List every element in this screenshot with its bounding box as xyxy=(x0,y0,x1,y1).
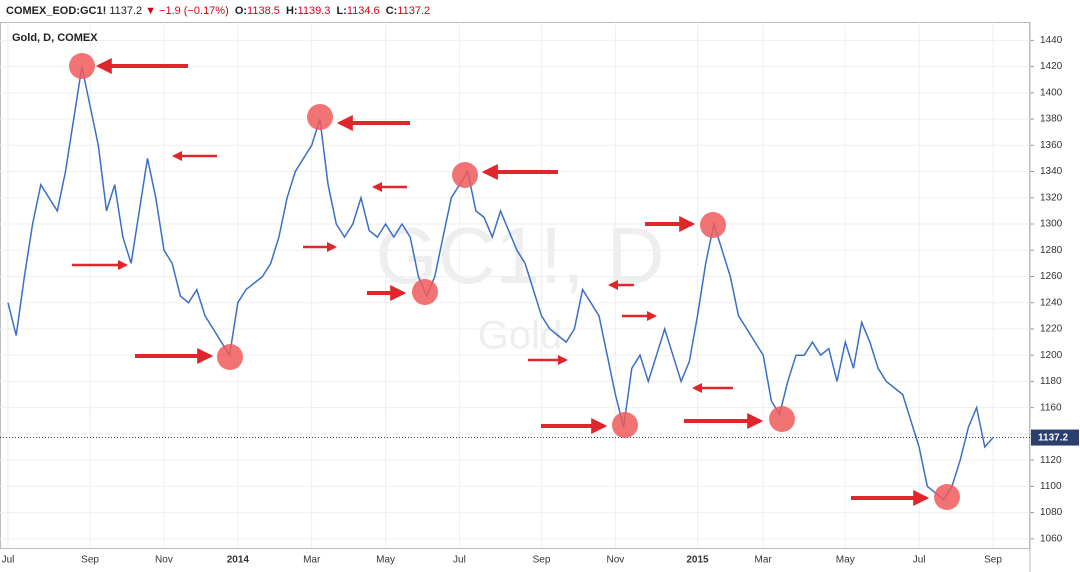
high-label: H: xyxy=(285,5,298,17)
highlight xyxy=(412,279,438,305)
y-tick-label: 1340 xyxy=(1040,166,1063,177)
highlight xyxy=(934,484,960,510)
symbol: COMEX_EOD:GC1! xyxy=(6,5,107,17)
x-tick-label: May xyxy=(836,555,855,566)
y-tick-label: 1080 xyxy=(1040,507,1063,518)
y-tick-label: 1160 xyxy=(1040,402,1062,413)
open-label: O: xyxy=(234,5,248,17)
last: 1137.2 xyxy=(109,5,143,17)
x-tick-label: Jul xyxy=(453,555,466,566)
open: 1138.5 xyxy=(247,5,280,17)
y-tick-label: 1400 xyxy=(1040,87,1063,98)
x-tick-label: Sep xyxy=(533,555,551,566)
y-tick-label: 1360 xyxy=(1040,140,1063,151)
y-tick-label: 1200 xyxy=(1040,350,1063,361)
last-price-box xyxy=(1031,429,1079,446)
x-tick-label: Jul xyxy=(913,555,926,566)
y-tick-label: 1120 xyxy=(1040,455,1062,466)
y-tick-label: 1420 xyxy=(1040,61,1063,72)
header: COMEX_EOD:GC1! 1137.2 ▼ −1.9 (−0.17%) O:11… xyxy=(0,0,1080,22)
x-tick-label: Nov xyxy=(607,555,625,566)
y-tick-label: 1320 xyxy=(1040,192,1063,203)
x-tick-label: Mar xyxy=(303,555,321,566)
y-tick-label: 1180 xyxy=(1040,376,1062,387)
arrows xyxy=(95,58,930,506)
low-label: L: xyxy=(336,5,347,17)
grid: 1060108011001120114011601180120012201240… xyxy=(0,22,1063,566)
x-tick-label: 2014 xyxy=(227,555,250,566)
annotations xyxy=(69,53,960,510)
x-tick-label: May xyxy=(376,555,395,566)
high: 1139.3 xyxy=(297,5,331,17)
watermark-sub: Gold xyxy=(478,314,563,358)
y-tick-label: 1260 xyxy=(1040,271,1063,282)
highlight xyxy=(217,344,243,370)
marks: 1137.2 xyxy=(0,66,1079,501)
last-price-label: 1137.2 xyxy=(1038,433,1068,444)
low: 1134.6 xyxy=(346,5,380,17)
change: −1.9 (−0.17%) xyxy=(159,5,229,17)
y-tick-label: 1380 xyxy=(1040,114,1063,125)
close-label: C: xyxy=(385,5,398,17)
highlight xyxy=(769,406,795,432)
x-tick-label: Jul xyxy=(2,555,15,566)
y-tick-label: 1060 xyxy=(1040,533,1063,544)
highlight xyxy=(612,412,638,438)
y-tick-label: 1300 xyxy=(1040,219,1063,230)
y-tick-label: 1440 xyxy=(1040,35,1063,46)
x-tick-label: 2015 xyxy=(686,555,709,566)
highlight xyxy=(307,104,333,130)
highlight xyxy=(700,212,726,238)
down-icon: ▼ xyxy=(145,5,157,17)
x-tick-label: Mar xyxy=(755,555,773,566)
price-line xyxy=(7,66,994,501)
y-tick-label: 1240 xyxy=(1040,297,1063,308)
y-tick-label: 1280 xyxy=(1040,245,1063,256)
y-tick-label: 1100 xyxy=(1040,481,1062,492)
small-arrows xyxy=(72,151,733,393)
x-tick-label: Sep xyxy=(984,555,1002,566)
x-tick-label: Nov xyxy=(155,555,173,566)
highlight xyxy=(452,162,478,188)
chart-title: Gold, D, COMEX xyxy=(12,32,98,44)
highlight xyxy=(69,53,95,79)
y-tick-label: 1220 xyxy=(1040,324,1063,335)
close: 1137.2 xyxy=(397,5,431,17)
x-tick-label: Sep xyxy=(81,555,99,566)
